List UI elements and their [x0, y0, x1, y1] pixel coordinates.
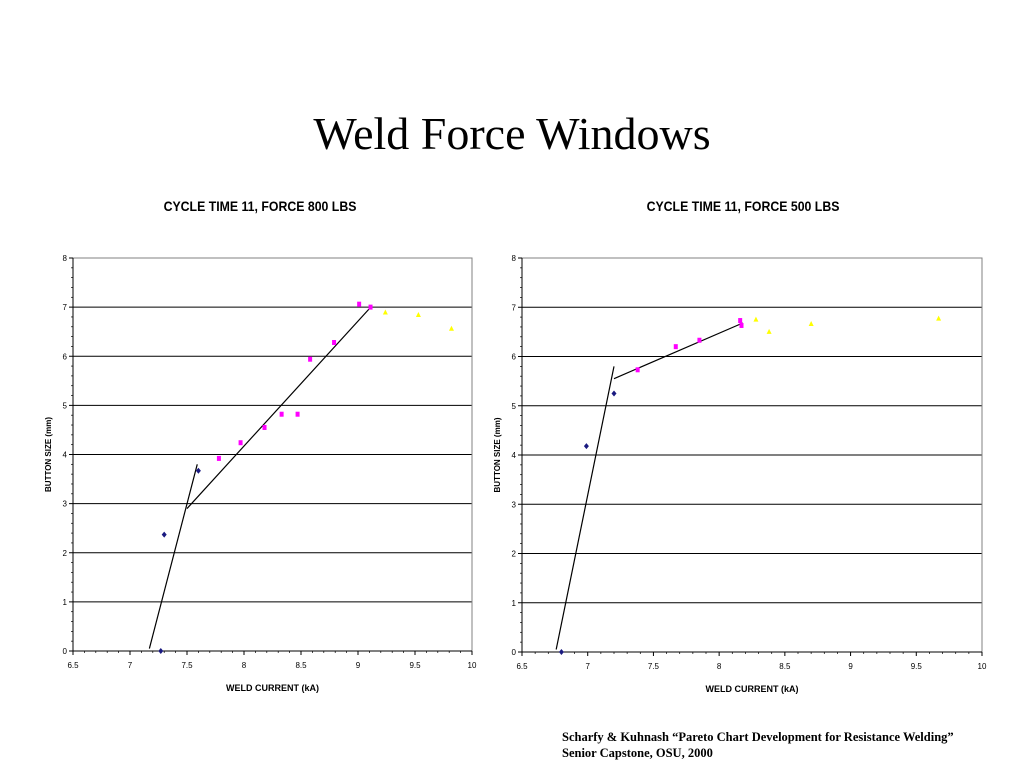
x-axis-title: WELD CURRENT (kA)	[226, 683, 319, 693]
chart-500-lbs: CYCLE TIME 11, FORCE 500 LBS 0 1 2 3 4 5 6 7 8 6.5…	[492, 185, 992, 705]
trendline-1	[555, 366, 615, 650]
x-tick-label: 6.5	[67, 661, 79, 670]
data-point-square	[216, 455, 221, 461]
data-point-diamond	[611, 390, 617, 397]
citation: Scharfy & Kuhnash “Pareto Chart Developm…	[562, 729, 1022, 761]
y-tick-label: 5	[512, 402, 517, 411]
y-tick-label: 6	[512, 353, 517, 362]
y-axis-title: BUTTON SIZE (mm)	[44, 417, 53, 492]
y-tick-label: 0	[512, 648, 517, 657]
x-tick-label: 7	[128, 661, 133, 670]
data-point-square	[279, 411, 284, 417]
y-tick-label: 4	[63, 451, 68, 460]
data-point-diamond	[158, 648, 164, 654]
x-tick-label: 8	[717, 662, 722, 671]
data-point-triangle	[415, 311, 421, 317]
y-tick-label: 2	[63, 549, 68, 558]
data-point-diamond	[161, 531, 167, 538]
y-tick-label: 2	[512, 550, 517, 559]
y-tick-label: 7	[512, 303, 517, 312]
x-tick-label: 7.5	[648, 662, 660, 671]
x-tick-label: 7.5	[181, 661, 193, 670]
data-point-square	[368, 304, 373, 310]
data-point-square	[295, 411, 300, 417]
data-point-square	[308, 356, 313, 362]
data-point-square	[739, 322, 744, 328]
slide-title: Weld Force Windows	[313, 108, 711, 159]
y-tick-label: 8	[512, 254, 517, 263]
data-point-square	[238, 440, 243, 446]
y-tick-label: 5	[63, 401, 68, 410]
data-point-triangle	[766, 328, 772, 334]
data-point-square	[738, 318, 743, 324]
chart-title: CYCLE TIME 11, FORCE 500 LBS	[647, 198, 840, 214]
y-tick-label: 4	[512, 451, 517, 460]
chart-svg-500-lbs: CYCLE TIME 11, FORCE 500 LBS 0 1 2 3 4 5 6 7 8 6.5…	[493, 198, 987, 694]
y-tick-label: 7	[63, 303, 68, 312]
citation-line-2: Senior Capstone, OSU, 2000	[562, 746, 713, 760]
y-axis-title: BUTTON SIZE (mm)	[493, 417, 502, 492]
data-point-square	[262, 424, 267, 430]
x-tick-label: 9	[848, 662, 853, 671]
data-point-triangle	[753, 316, 759, 322]
x-tick-label: 10	[468, 661, 477, 670]
trendline-2	[186, 305, 373, 509]
data-point-triangle	[448, 325, 454, 331]
y-tick-label: 6	[63, 352, 68, 361]
x-tick-label: 8.5	[779, 662, 791, 671]
y-tick-label: 0	[63, 647, 68, 656]
trendline-1	[148, 464, 198, 649]
trendline-2	[613, 322, 744, 380]
chart-title: CYCLE TIME 11, FORCE 800 LBS	[164, 198, 357, 214]
x-tick-label: 10	[978, 662, 987, 671]
x-axis-title: WELD CURRENT (kA)	[706, 684, 799, 694]
y-tick-label: 8	[63, 254, 68, 263]
chart-svg-800-lbs: CYCLE TIME 11, FORCE 800 LBS 0 1 2 3 4 5 6 7 8 6.5…	[44, 198, 477, 693]
data-point-square	[673, 344, 678, 350]
x-tick-label: 9.5	[911, 662, 923, 671]
y-tick-label: 1	[512, 599, 517, 608]
chart-800-lbs: CYCLE TIME 11, FORCE 800 LBS 0 1 2 3 4 5 6 7 8 6.5…	[10, 185, 510, 705]
x-tick-label: 9.5	[409, 661, 421, 670]
x-tick-label: 9	[356, 661, 361, 670]
y-tick-label: 1	[63, 598, 68, 607]
x-tick-label: 7	[585, 662, 590, 671]
x-tick-label: 8.5	[295, 661, 307, 670]
data-point-diamond	[195, 467, 201, 474]
y-tick-label: 3	[512, 500, 517, 509]
data-point-diamond	[558, 649, 564, 655]
data-point-triangle	[936, 315, 942, 321]
data-point-square	[357, 301, 362, 307]
data-point-triangle	[808, 320, 814, 326]
data-point-diamond	[583, 443, 589, 450]
data-point-square	[697, 337, 702, 343]
citation-line-1: Scharfy & Kuhnash “Pareto Chart Developm…	[562, 730, 954, 744]
data-point-square	[635, 367, 640, 373]
data-point-triangle	[382, 309, 388, 315]
y-tick-label: 3	[63, 500, 68, 509]
x-tick-label: 8	[242, 661, 247, 670]
data-point-square	[332, 339, 337, 345]
x-tick-label: 6.5	[516, 662, 528, 671]
